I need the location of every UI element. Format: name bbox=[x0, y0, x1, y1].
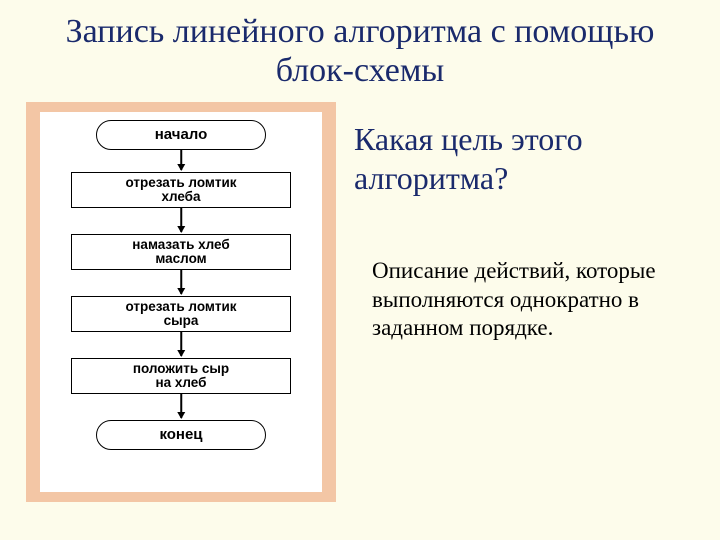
answer-text: Описание действий, которые выполняются о… bbox=[354, 257, 694, 343]
flowchart-canvas: начало отрезать ломтик хлеба намазать хлеб… bbox=[40, 112, 322, 492]
page-title: Запись линейного алгоритма с помощью бло… bbox=[0, 0, 720, 98]
flow-node-n5: конец bbox=[96, 420, 266, 450]
flow-arrow-2 bbox=[180, 270, 182, 294]
flowchart-panel: начало отрезать ломтик хлеба намазать хлеб… bbox=[26, 102, 336, 502]
flow-node-n0: начало bbox=[96, 120, 266, 150]
content-row: начало отрезать ломтик хлеба намазать хлеб… bbox=[0, 98, 720, 502]
flow-node-n3: отрезать ломтик сыра bbox=[71, 296, 291, 332]
flow-arrow-0 bbox=[180, 150, 182, 170]
flow-node-n1: отрезать ломтик хлеба bbox=[71, 172, 291, 208]
question-text: Какая цель этого алгоритма? bbox=[354, 120, 694, 197]
flow-arrow-4 bbox=[180, 394, 182, 418]
flow-arrow-1 bbox=[180, 208, 182, 232]
flow-node-n2: намазать хлеб маслом bbox=[71, 234, 291, 270]
flow-node-n4: положить сыр на хлеб bbox=[71, 358, 291, 394]
text-column: Какая цель этого алгоритма? Описание дей… bbox=[354, 102, 694, 502]
flow-arrow-3 bbox=[180, 332, 182, 356]
